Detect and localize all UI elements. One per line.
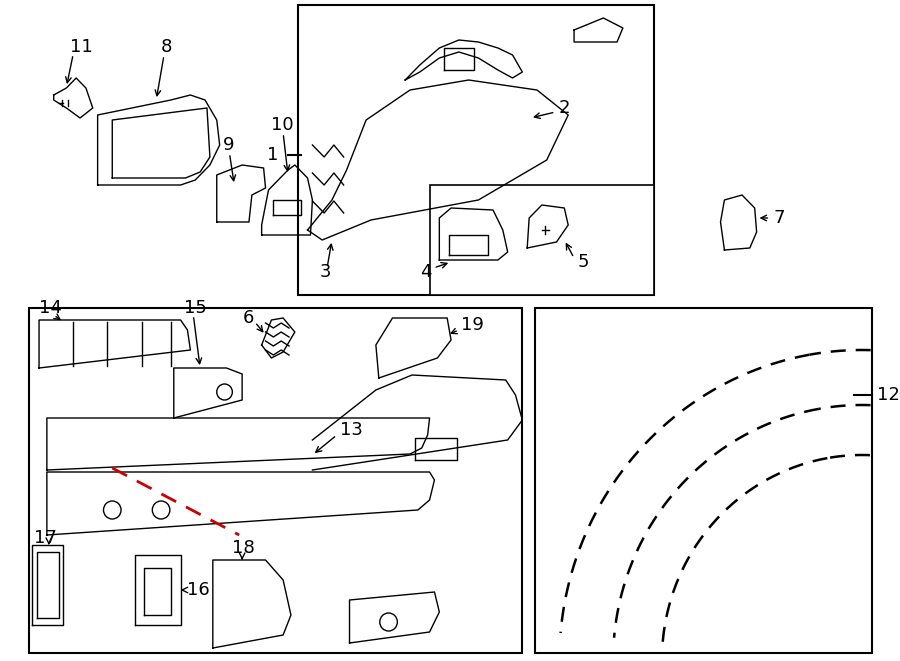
Text: 11: 11: [70, 38, 93, 56]
Text: 9: 9: [222, 136, 234, 154]
Text: 3: 3: [320, 263, 331, 281]
Text: 5: 5: [578, 253, 590, 271]
Text: 13: 13: [340, 421, 363, 439]
Text: 18: 18: [232, 539, 255, 557]
Text: 6: 6: [242, 309, 254, 327]
Text: 10: 10: [272, 116, 294, 134]
Text: 19: 19: [461, 316, 483, 334]
Bar: [429, 185, 654, 295]
Text: 2: 2: [558, 99, 570, 117]
Text: 8: 8: [161, 38, 173, 56]
Text: 15: 15: [184, 299, 206, 317]
Text: 17: 17: [34, 529, 57, 547]
Text: 14: 14: [39, 299, 62, 317]
Bar: [30, 308, 522, 653]
Bar: [535, 308, 872, 653]
Text: 16: 16: [187, 581, 211, 599]
Text: 4: 4: [420, 263, 431, 281]
Text: 1: 1: [267, 146, 278, 164]
Text: 7: 7: [773, 209, 785, 227]
Bar: [298, 5, 654, 295]
Text: 12: 12: [877, 386, 900, 404]
